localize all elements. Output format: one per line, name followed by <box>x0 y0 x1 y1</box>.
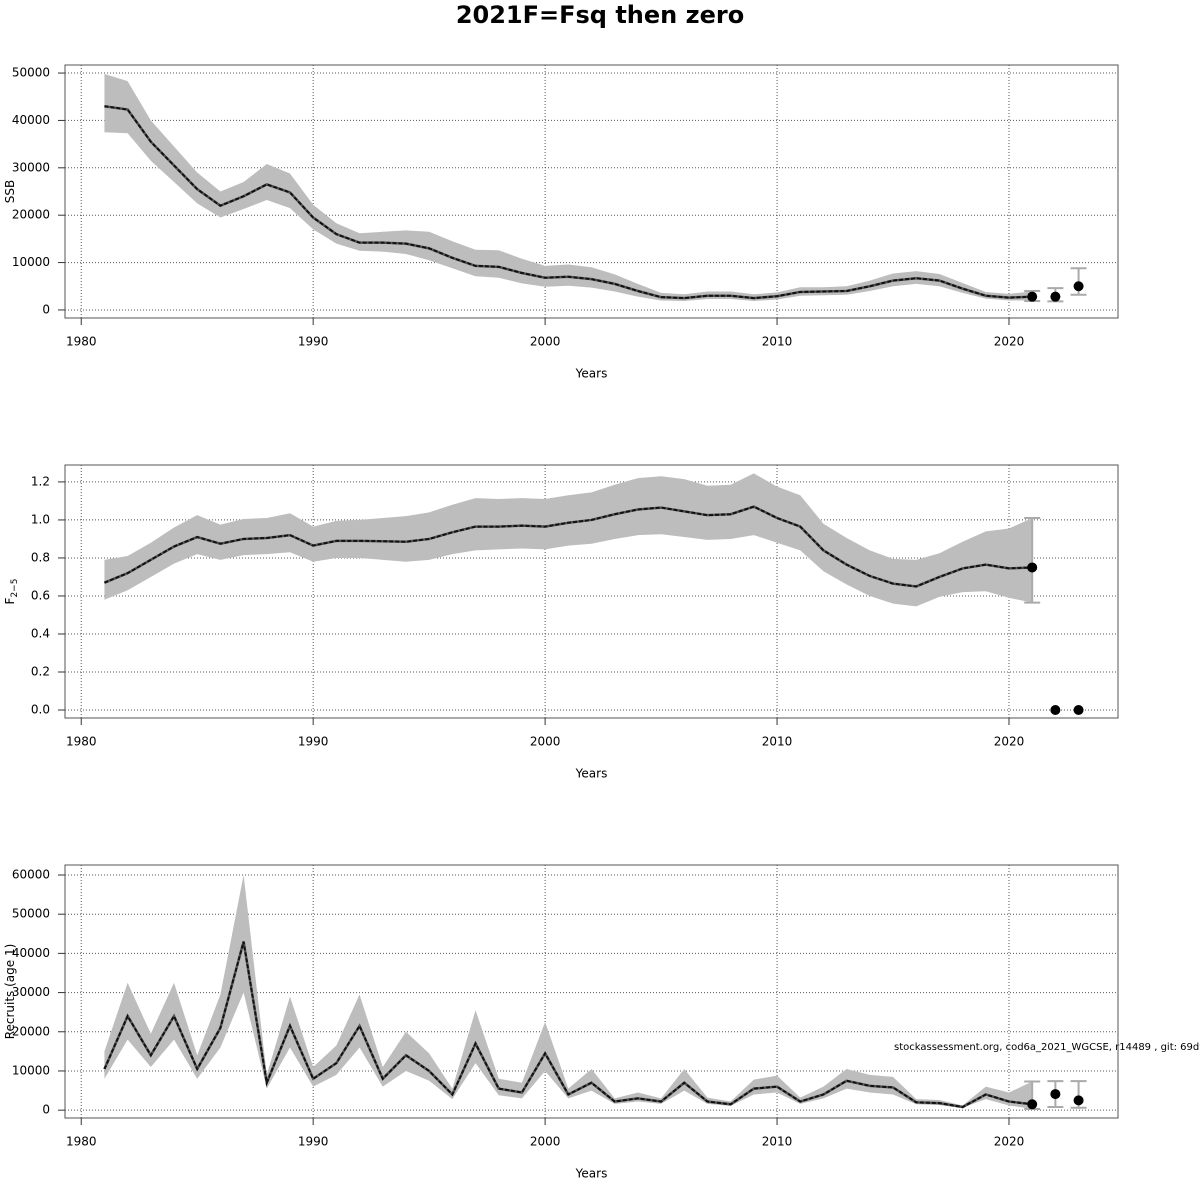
page-title: 2021F=Fsq then zero <box>456 1 744 29</box>
projection-point <box>1073 1095 1084 1106</box>
x-tick-label: 1980 <box>66 1135 97 1149</box>
estimate-line-dash <box>104 105 1033 300</box>
x-axis-label: Years <box>575 1167 608 1181</box>
y-tick-label: 1.2 <box>31 474 50 488</box>
x-tick-label: 2020 <box>994 735 1025 749</box>
y-tick-label: 30000 <box>12 160 50 174</box>
x-tick-label: 1990 <box>298 1135 329 1149</box>
y-tick-label: 10000 <box>12 1063 50 1077</box>
x-tick-label: 1980 <box>66 335 97 349</box>
y-tick-label: 50000 <box>12 907 50 921</box>
y-tick-label: 1.0 <box>31 512 50 526</box>
projection-point <box>1027 1099 1038 1110</box>
y-tick-label: 40000 <box>12 113 50 127</box>
y-tick-label: 10000 <box>12 255 50 269</box>
y-axis-label-main: F <box>3 597 17 604</box>
projection-point <box>1073 281 1084 292</box>
x-tick-label: 1990 <box>298 735 329 749</box>
confidence-band <box>104 473 1033 607</box>
y-axis-label: F2−5 <box>3 579 20 605</box>
error-bar <box>1024 517 1041 604</box>
projection-point <box>1050 1089 1061 1100</box>
projection-point <box>1027 291 1038 302</box>
y-tick-label: 0.0 <box>31 703 50 717</box>
projection-point <box>1027 562 1038 573</box>
y-tick-label: 20000 <box>12 1024 50 1038</box>
projection-point <box>1050 705 1061 716</box>
x-tick-label: 2000 <box>530 1135 561 1149</box>
confidence-band <box>104 874 1033 1109</box>
x-tick-label: 1990 <box>298 335 329 349</box>
x-axis-label: Years <box>575 767 608 781</box>
x-tick-label: 2010 <box>762 1135 793 1149</box>
y-tick-label: 20000 <box>12 208 50 222</box>
y-tick-label: 60000 <box>12 867 50 881</box>
estimate-line-dash <box>104 505 1033 588</box>
estimate-line-dash <box>103 941 1033 1109</box>
projection-point <box>1050 291 1061 302</box>
y-tick-label: 0.4 <box>31 626 50 640</box>
x-tick-label: 2010 <box>762 335 793 349</box>
confidence-band <box>104 74 1033 301</box>
x-tick-label: 1980 <box>66 735 97 749</box>
plot-frame <box>64 64 1119 319</box>
y-axis-label-sub: 2−5 <box>10 579 20 598</box>
x-tick-label: 2000 <box>530 735 561 749</box>
y-tick-label: 0 <box>42 1103 50 1117</box>
projection-point <box>1073 705 1084 716</box>
x-tick-label: 2020 <box>994 1135 1025 1149</box>
y-tick-label: 40000 <box>12 946 50 960</box>
y-tick-label: 0.8 <box>31 550 50 564</box>
x-tick-label: 2020 <box>994 335 1025 349</box>
footnote: stockassessment.org, cod6a_2021_WGCSE, r… <box>894 1042 1200 1053</box>
y-tick-label: 0.6 <box>31 588 50 602</box>
y-tick-label: 30000 <box>12 985 50 999</box>
x-axis-label: Years <box>575 367 608 381</box>
y-axis-label: SSB <box>3 180 17 203</box>
y-axis-label: Recruits (age 1) <box>3 944 17 1040</box>
y-axis-label-main: SSB <box>3 180 17 203</box>
y-tick-label: 0.2 <box>31 665 50 679</box>
x-tick-label: 2000 <box>530 335 561 349</box>
x-tick-label: 2010 <box>762 735 793 749</box>
y-tick-label: 0 <box>42 302 50 316</box>
y-tick-label: 50000 <box>12 66 50 80</box>
plot-frame <box>64 864 1119 1119</box>
y-axis-label-main: Recruits (age 1) <box>3 944 17 1040</box>
plot-frame <box>64 464 1119 719</box>
